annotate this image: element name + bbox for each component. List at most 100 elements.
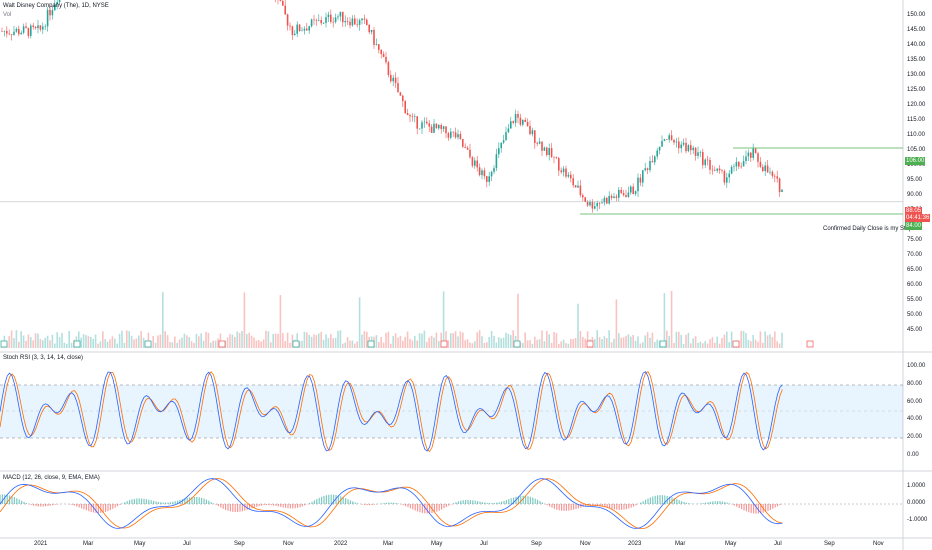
stoch-title: Stoch RSI (3, 3, 14, 14, close)	[3, 355, 84, 361]
volume-bar	[387, 331, 390, 348]
candle-body	[332, 21, 334, 23]
volume-bar	[658, 340, 661, 348]
volume-bar	[584, 338, 586, 348]
volume-bar	[454, 331, 457, 348]
macd-hist-bar	[165, 502, 167, 504]
candle-body	[687, 145, 690, 152]
candle-body	[486, 176, 488, 182]
candle-body	[493, 168, 495, 172]
volume-bar	[286, 332, 289, 348]
candle-body	[771, 171, 774, 176]
macd-hist-bar	[657, 495, 659, 504]
volume-bar	[260, 341, 262, 348]
volume-bar	[486, 342, 488, 348]
candle-body	[574, 185, 577, 188]
volume-bar	[644, 335, 646, 348]
candle-body	[390, 75, 392, 82]
candle-body	[380, 49, 382, 54]
macd-hist-bar	[556, 504, 558, 510]
macd-hist-bar	[652, 496, 654, 504]
candle-body	[421, 122, 423, 129]
volume-bar	[169, 341, 171, 348]
macd-hist-bar	[640, 502, 642, 504]
macd-hist-bar	[671, 497, 673, 504]
candle-body	[738, 161, 740, 167]
volume-bar	[284, 341, 286, 348]
volume-bar	[128, 331, 130, 348]
candle-body	[750, 152, 752, 158]
macd-hist-bar	[661, 495, 663, 504]
volume-bar	[327, 338, 330, 348]
macd-hist-bar	[575, 504, 577, 509]
volume-bar	[61, 332, 63, 348]
volume-bar	[361, 334, 363, 348]
candle-body	[20, 32, 22, 35]
price-tick-label: 120.00	[907, 102, 926, 108]
volume-bar	[385, 332, 387, 348]
candle-body	[601, 202, 603, 204]
macd-hist-bar	[229, 504, 231, 512]
volume-bar	[474, 341, 476, 348]
macd-hist-bar	[294, 504, 296, 509]
volume-bar	[397, 337, 399, 348]
candle-body	[46, 9, 49, 27]
volume-bar	[241, 331, 243, 348]
candle-body	[505, 132, 507, 141]
candle-body	[747, 152, 750, 157]
volume-bar	[428, 337, 430, 348]
candle-body	[512, 121, 514, 123]
volume-bar	[190, 341, 193, 348]
macd-hist-bar	[189, 497, 191, 504]
macd-hist-bar	[129, 500, 131, 504]
earnings-marker	[513, 340, 521, 348]
macd-hist-bar	[88, 504, 90, 512]
volume-bar	[598, 337, 601, 348]
candle-body	[562, 168, 565, 173]
candle-body	[282, 0, 284, 6]
candle-body	[639, 177, 642, 183]
volume-bar	[493, 335, 495, 348]
candle-body	[42, 26, 44, 30]
earnings-marker	[218, 340, 226, 348]
macd-hist-bar	[33, 504, 35, 506]
candle-body	[510, 121, 512, 129]
macd-hist-bar	[714, 501, 716, 504]
candle-body	[306, 28, 308, 31]
macd-hist-bar	[472, 500, 474, 504]
volume-bar	[680, 334, 682, 348]
volume-bar	[742, 331, 745, 348]
volume-bar	[147, 332, 150, 348]
candle-body	[550, 148, 553, 157]
volume-bar	[46, 335, 49, 348]
macd-hist-bar	[441, 504, 443, 510]
macd-hist-bar	[649, 497, 651, 504]
macd-hist-bar	[402, 504, 404, 506]
volume-bar	[507, 333, 510, 348]
price-tick-label: 145.00	[907, 27, 926, 33]
candle-body	[776, 176, 778, 179]
volume-bar	[778, 343, 781, 348]
macd-hist-bar	[241, 504, 243, 512]
volume-bar	[654, 341, 656, 348]
candle-body	[692, 147, 694, 151]
macd-hist-bar	[285, 504, 287, 508]
candle-body	[320, 20, 322, 24]
macd-hist-bar	[141, 498, 143, 504]
macd-hist-bar	[52, 504, 54, 506]
volume-bar	[298, 341, 301, 348]
candle-body	[392, 77, 394, 82]
volume-bar	[15, 330, 18, 348]
macd-hist-bar	[11, 496, 13, 504]
candle-body	[615, 196, 618, 198]
candle-body	[759, 161, 762, 167]
macd-hist-bar	[261, 504, 263, 506]
macd-hist-bar	[263, 504, 265, 506]
candle-body	[718, 168, 721, 171]
volume-bar	[111, 336, 114, 348]
volume-bar	[378, 342, 380, 348]
volume-bar	[565, 343, 567, 348]
volume-bar	[632, 334, 634, 348]
earnings-marker	[73, 340, 81, 348]
volume-bar	[481, 336, 483, 348]
macd-hist-bar	[508, 499, 510, 504]
